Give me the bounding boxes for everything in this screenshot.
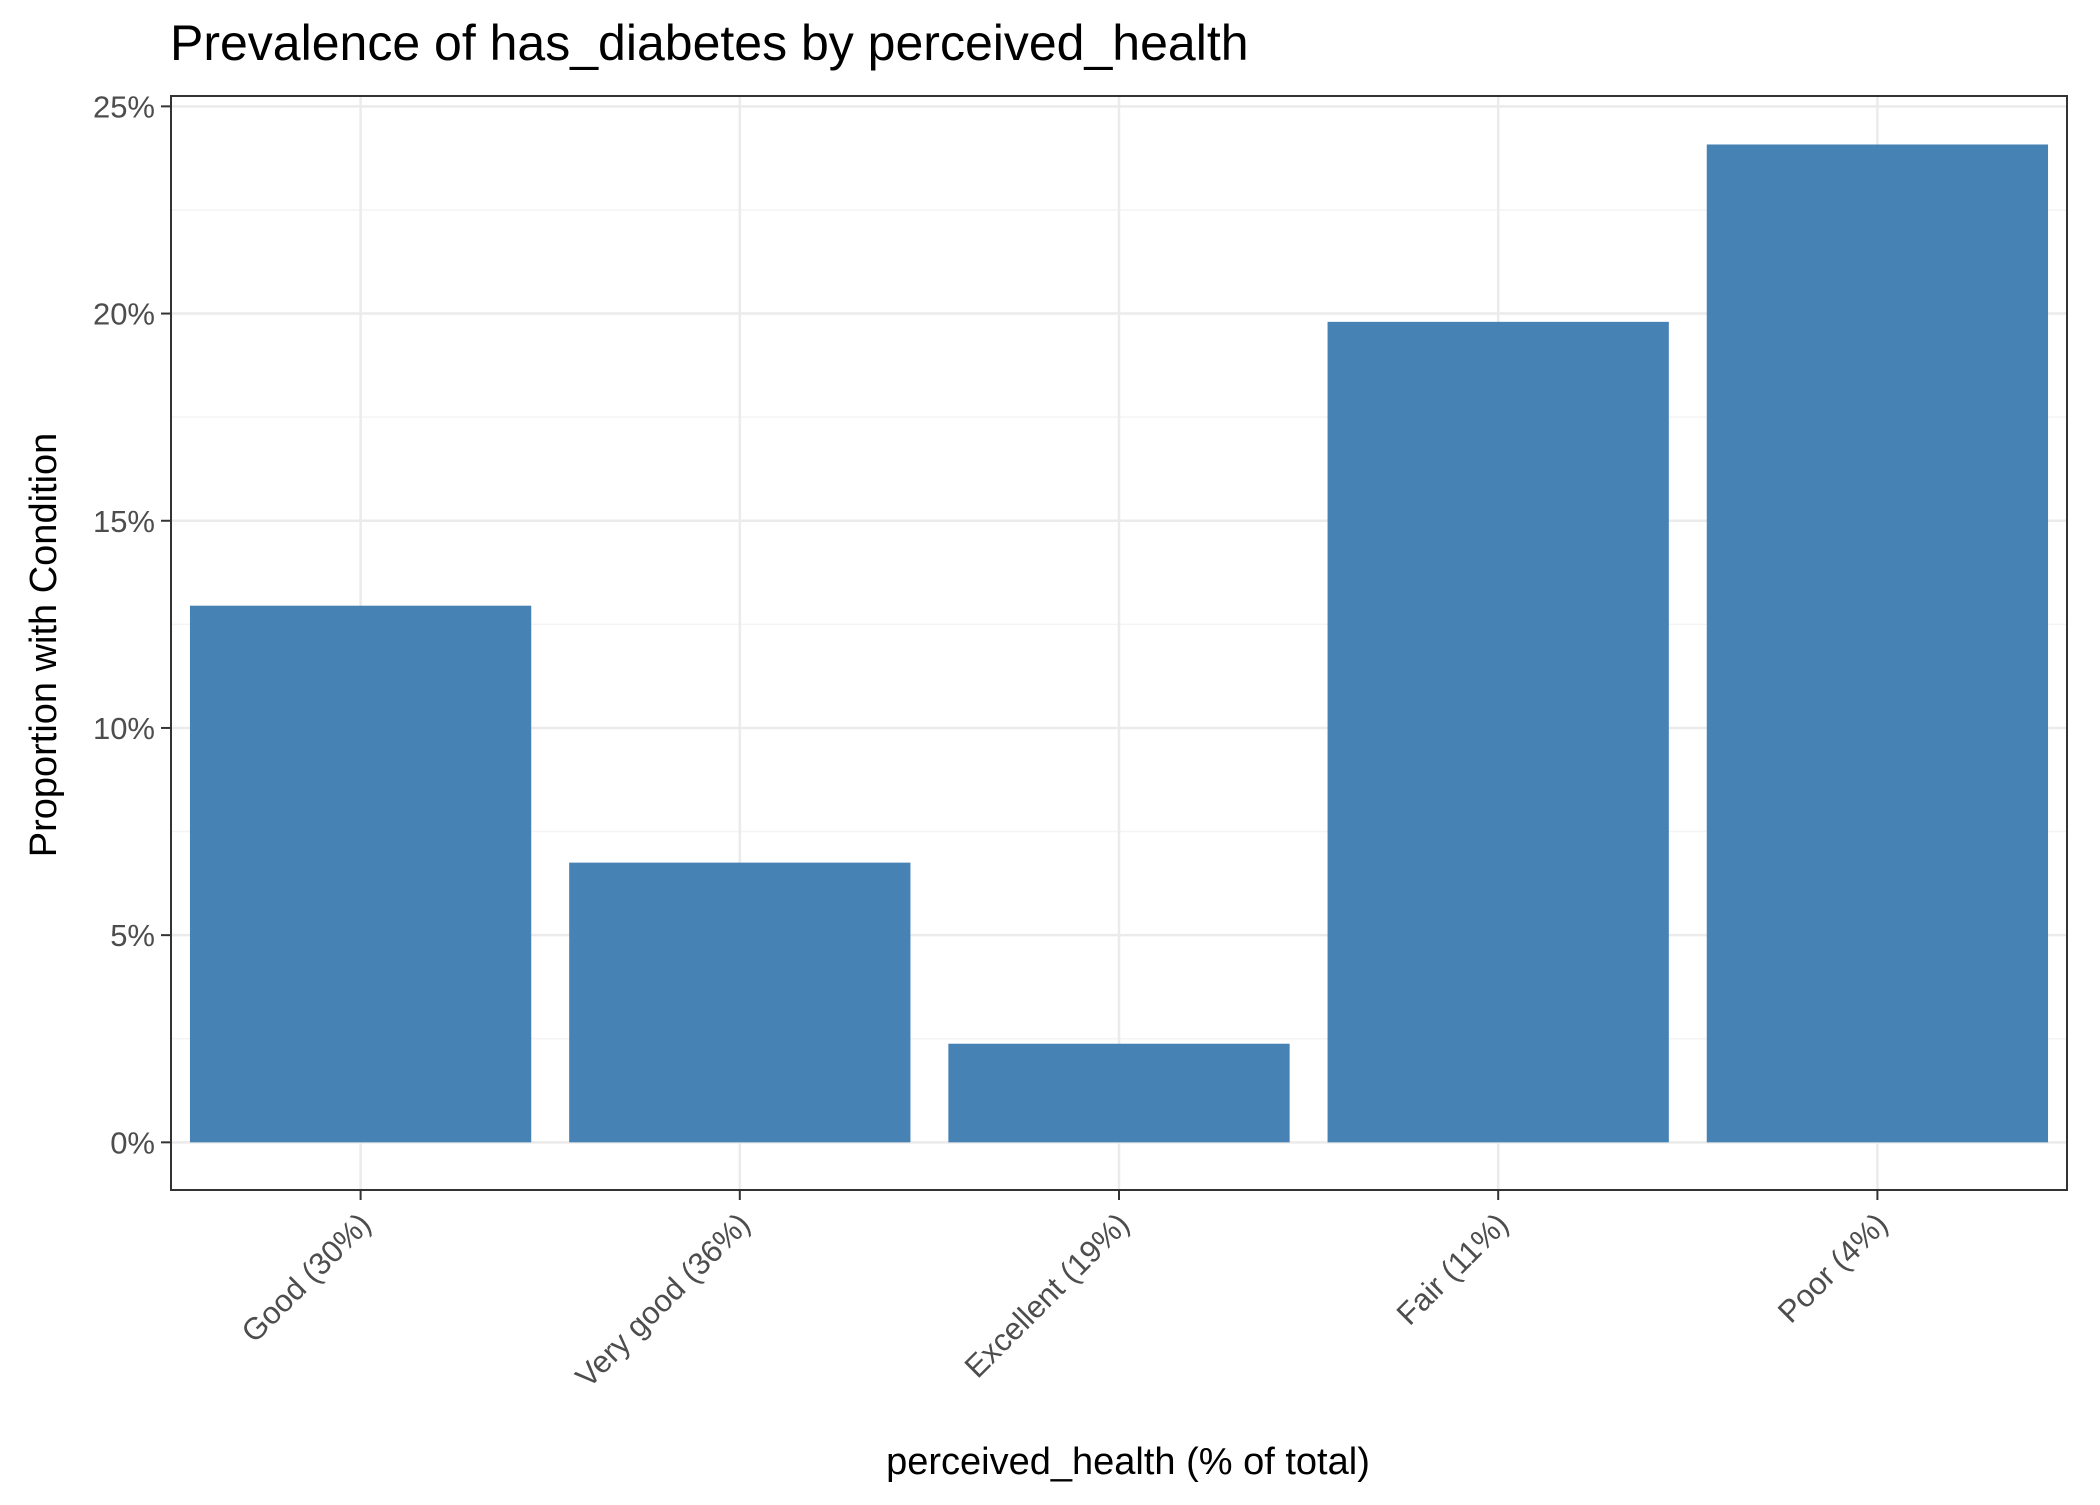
y-axis: 0% 5% 10% 15% 20% 25% bbox=[93, 89, 171, 1160]
y-tick-label: 20% bbox=[93, 297, 155, 332]
bars bbox=[189, 144, 2049, 1143]
bar bbox=[569, 862, 911, 1143]
bar bbox=[1327, 321, 1669, 1143]
bar bbox=[1706, 144, 2049, 1143]
y-tick-label: 15% bbox=[93, 504, 155, 539]
y-tick-label: 0% bbox=[110, 1125, 155, 1160]
x-axis-title: perceived_health (% of total) bbox=[886, 1441, 1370, 1483]
y-tick-label: 25% bbox=[93, 89, 155, 124]
chart-title: Prevalence of has_diabetes by perceived_… bbox=[170, 15, 1249, 71]
y-tick-label: 10% bbox=[93, 711, 155, 746]
y-axis-title: Proportion with Condition bbox=[23, 433, 65, 858]
bar bbox=[948, 1043, 1290, 1143]
y-tick-label: 5% bbox=[110, 918, 155, 953]
bar bbox=[189, 605, 532, 1143]
